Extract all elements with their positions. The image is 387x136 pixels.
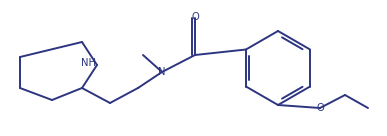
Text: O: O [316, 103, 324, 113]
Text: N: N [158, 67, 166, 77]
Text: O: O [191, 12, 199, 22]
Text: NH: NH [80, 58, 96, 68]
